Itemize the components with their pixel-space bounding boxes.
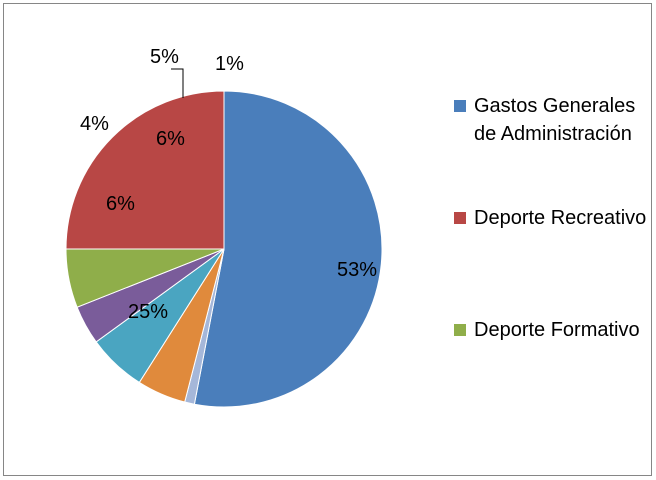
slice-data-label: 6% [106,193,135,215]
legend-label: Deporte Recreativo [474,207,647,229]
legend-swatch [454,212,466,224]
slice-data-label: 1% [215,53,244,75]
legend-label: Deporte Formativo [474,319,640,341]
slice-data-label: 25% [128,301,168,323]
slice-data-label: 5% [150,46,179,68]
slice-data-label: 53% [337,259,377,281]
slice-data-label: 6% [156,128,185,150]
legend-swatch [454,100,466,112]
slice-data-label: 4% [80,113,109,135]
legend-swatch [454,324,466,336]
legend-label: Gastos Generales de Administración [474,95,636,145]
pie-slice-6 [65,90,225,250]
label-leader-line [171,68,184,98]
pie-slice-0 [193,90,383,408]
